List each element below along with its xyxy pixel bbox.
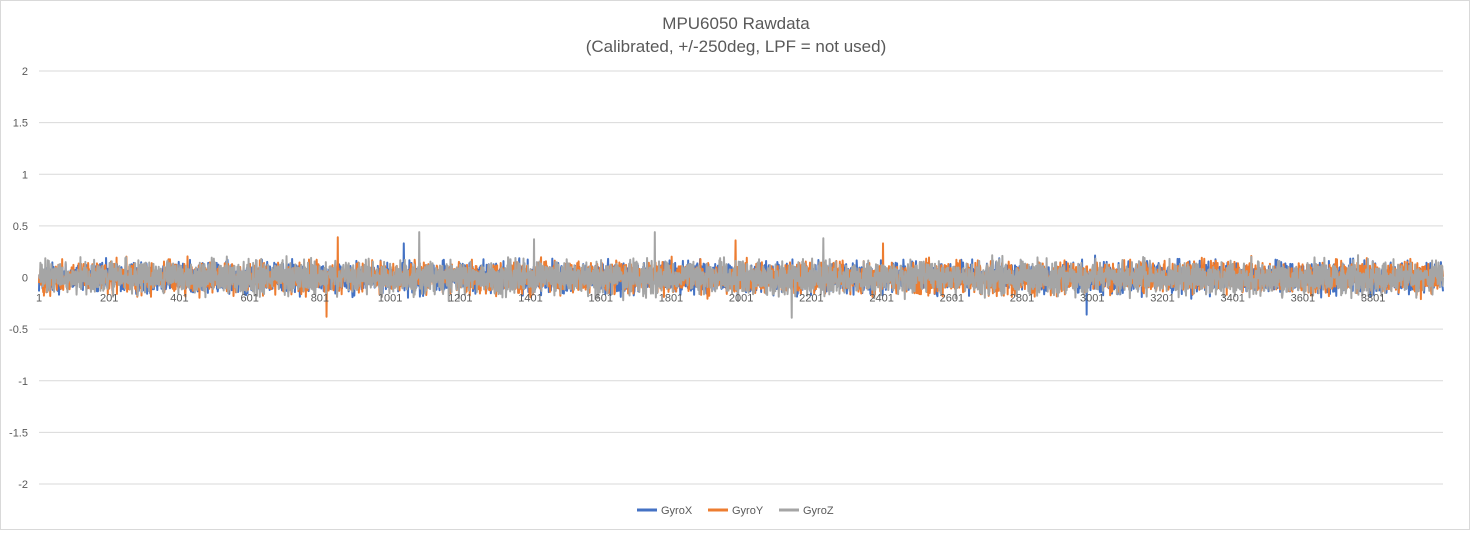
x-tick-label: 1801	[659, 293, 683, 305]
x-tick-label: 3601	[1291, 293, 1315, 305]
y-axis-tick-labels: 2 1.5 1 0.5 0 -0.5 -1 -1.5 -2	[9, 66, 28, 491]
x-tick-label: 601	[240, 293, 258, 305]
y-tick-label: 0	[22, 273, 28, 285]
y-tick-label: 2	[22, 66, 28, 78]
x-tick-label: 1401	[518, 293, 542, 305]
y-tick-label: 1.5	[13, 118, 28, 130]
x-tick-label: 2601	[940, 293, 964, 305]
y-tick-label: -1.5	[9, 427, 28, 439]
x-tick-label: 1	[36, 293, 42, 305]
chart-subtitle: (Calibrated, +/-250deg, LPF = not used)	[585, 37, 887, 56]
y-tick-label: 0.5	[13, 221, 28, 233]
x-tick-label: 3201	[1150, 293, 1174, 305]
series-lines	[38, 231, 1444, 319]
legend-label: GyroY	[732, 505, 764, 517]
x-tick-label: 2201	[799, 293, 823, 305]
y-tick-label: -2	[18, 479, 28, 491]
x-tick-label: 1601	[588, 293, 612, 305]
y-tick-label: -1	[18, 376, 28, 388]
x-tick-label: 801	[311, 293, 329, 305]
x-tick-label: 3001	[1080, 293, 1104, 305]
x-tick-label: 3401	[1220, 293, 1244, 305]
x-tick-label: 3801	[1361, 293, 1385, 305]
x-tick-label: 401	[170, 293, 188, 305]
x-tick-label: 1001	[378, 293, 402, 305]
x-tick-label: 2801	[1010, 293, 1034, 305]
legend: GyroX GyroY GyroZ	[637, 505, 834, 517]
y-tick-label: 1	[22, 169, 28, 181]
legend-label: GyroX	[661, 505, 693, 517]
x-tick-label: 2001	[729, 293, 753, 305]
series-line-gyroz	[38, 231, 1444, 319]
legend-label: GyroZ	[803, 505, 834, 517]
x-tick-label: 1201	[448, 293, 472, 305]
chart-title: MPU6050 Rawdata	[662, 14, 810, 33]
x-tick-label: 2401	[869, 293, 893, 305]
x-axis-tick-labels: 1 201 401 601 801 1001 1201 1401 1601 1801 2001 220…	[36, 293, 1385, 305]
y-tick-label: -0.5	[9, 324, 28, 336]
x-tick-label: 201	[100, 293, 118, 305]
